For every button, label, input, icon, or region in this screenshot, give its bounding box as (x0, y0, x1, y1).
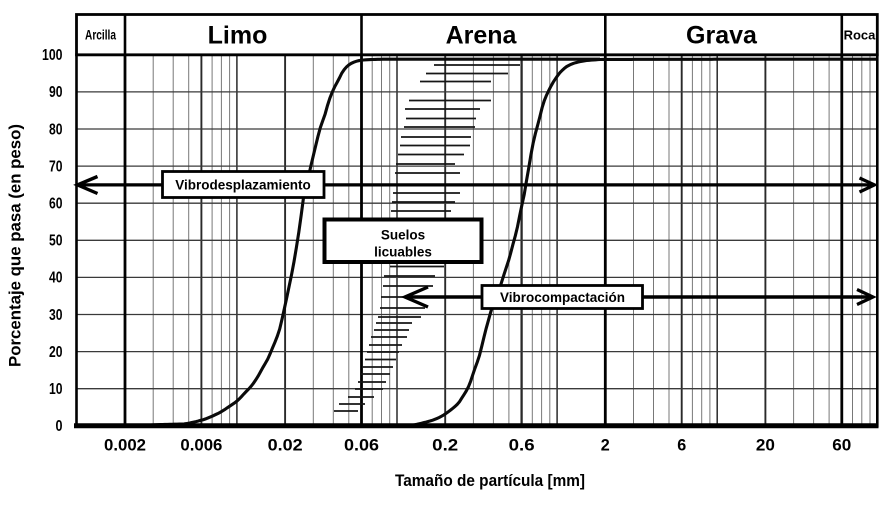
svg-text:40: 40 (49, 270, 63, 287)
svg-text:0.6: 0.6 (509, 437, 535, 455)
svg-text:20: 20 (49, 344, 63, 361)
svg-text:30: 30 (49, 307, 63, 324)
svg-text:Porcentaje que pasa (en peso): Porcentaje que pasa (en peso) (6, 124, 25, 367)
svg-text:Arena: Arena (446, 22, 518, 50)
svg-text:Grava: Grava (686, 22, 758, 50)
svg-text:20: 20 (756, 437, 775, 455)
svg-text:Vibrodesplazamiento: Vibrodesplazamiento (175, 178, 311, 193)
svg-text:Tamaño de partícula [mm]: Tamaño de partícula [mm] (395, 471, 585, 490)
svg-text:0.02: 0.02 (268, 437, 303, 455)
svg-text:50: 50 (49, 233, 63, 250)
svg-text:10: 10 (49, 381, 63, 398)
svg-text:0.002: 0.002 (104, 437, 146, 455)
svg-text:100: 100 (42, 47, 63, 64)
svg-text:0.006: 0.006 (180, 437, 222, 455)
svg-text:Roca: Roca (844, 28, 877, 43)
svg-text:6: 6 (677, 437, 686, 455)
svg-text:Vibrocompactación: Vibrocompactación (500, 290, 625, 305)
svg-text:licuables: licuables (374, 245, 432, 260)
svg-text:Arcilla: Arcilla (85, 27, 116, 43)
svg-text:80: 80 (49, 121, 63, 138)
svg-text:0.06: 0.06 (344, 437, 379, 455)
svg-text:60: 60 (832, 437, 851, 455)
svg-text:70: 70 (49, 158, 63, 175)
svg-text:Suelos: Suelos (381, 228, 425, 243)
svg-text:60: 60 (49, 196, 63, 213)
svg-text:90: 90 (49, 84, 63, 101)
svg-text:0: 0 (56, 418, 63, 435)
svg-text:Limo: Limo (208, 22, 268, 50)
svg-text:2: 2 (601, 437, 610, 455)
svg-text:0.2: 0.2 (432, 437, 458, 455)
